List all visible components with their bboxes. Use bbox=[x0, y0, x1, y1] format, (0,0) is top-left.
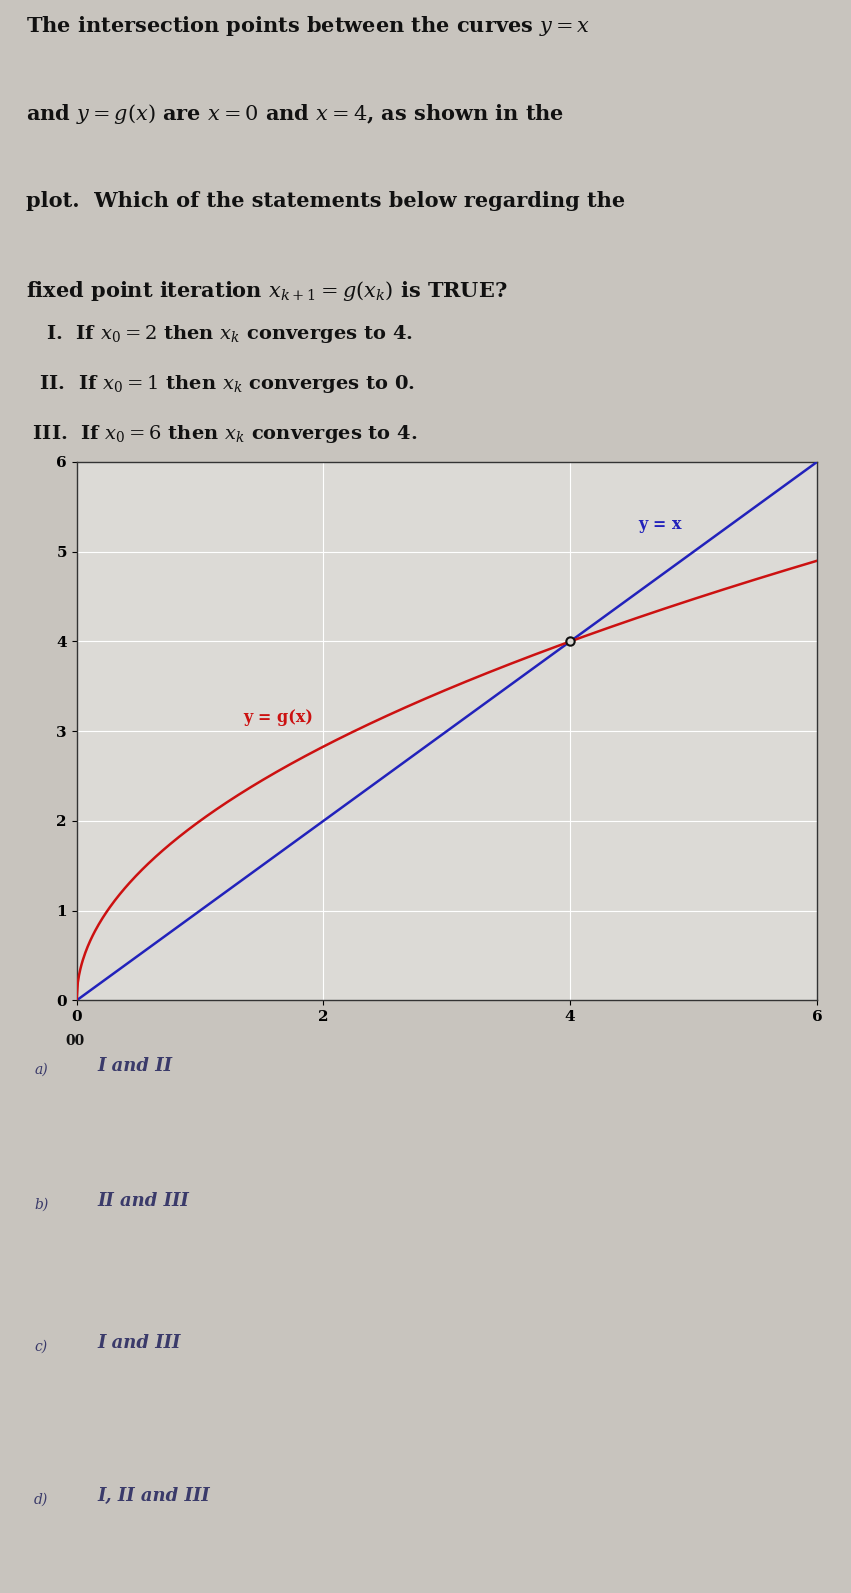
Text: and $y = g(x)$ are $x = 0$ and $x = 4$, as shown in the: and $y = g(x)$ are $x = 0$ and $x = 4$, … bbox=[26, 102, 563, 126]
Text: c): c) bbox=[34, 1340, 47, 1354]
Text: II.  If $x_0 = 1$ then $x_k$ converges to 0.: II. If $x_0 = 1$ then $x_k$ converges to… bbox=[26, 373, 414, 395]
Text: I and III: I and III bbox=[98, 1333, 181, 1351]
Text: I and II: I and II bbox=[98, 1056, 173, 1075]
Text: II and III: II and III bbox=[98, 1192, 190, 1211]
Text: III.  If $x_0 = 6$ then $x_k$ converges to 4.: III. If $x_0 = 6$ then $x_k$ converges t… bbox=[26, 422, 417, 444]
Text: I, II and III: I, II and III bbox=[98, 1486, 210, 1505]
Text: y = g(x): y = g(x) bbox=[243, 709, 313, 726]
Text: a): a) bbox=[34, 1063, 48, 1077]
Text: I.  If $x_0 = 2$ then $x_k$ converges to 4.: I. If $x_0 = 2$ then $x_k$ converges to … bbox=[26, 323, 413, 346]
Text: b): b) bbox=[34, 1198, 49, 1212]
Text: fixed point iteration $x_{k+1} = g(x_k)$ is TRUE?: fixed point iteration $x_{k+1} = g(x_k)$… bbox=[26, 279, 507, 303]
Text: y = x: y = x bbox=[638, 516, 682, 534]
Text: plot.  Which of the statements below regarding the: plot. Which of the statements below rega… bbox=[26, 191, 625, 210]
Text: The intersection points between the curves $y = x$: The intersection points between the curv… bbox=[26, 14, 590, 38]
Text: 00: 00 bbox=[66, 1034, 85, 1048]
Text: d): d) bbox=[34, 1493, 49, 1507]
